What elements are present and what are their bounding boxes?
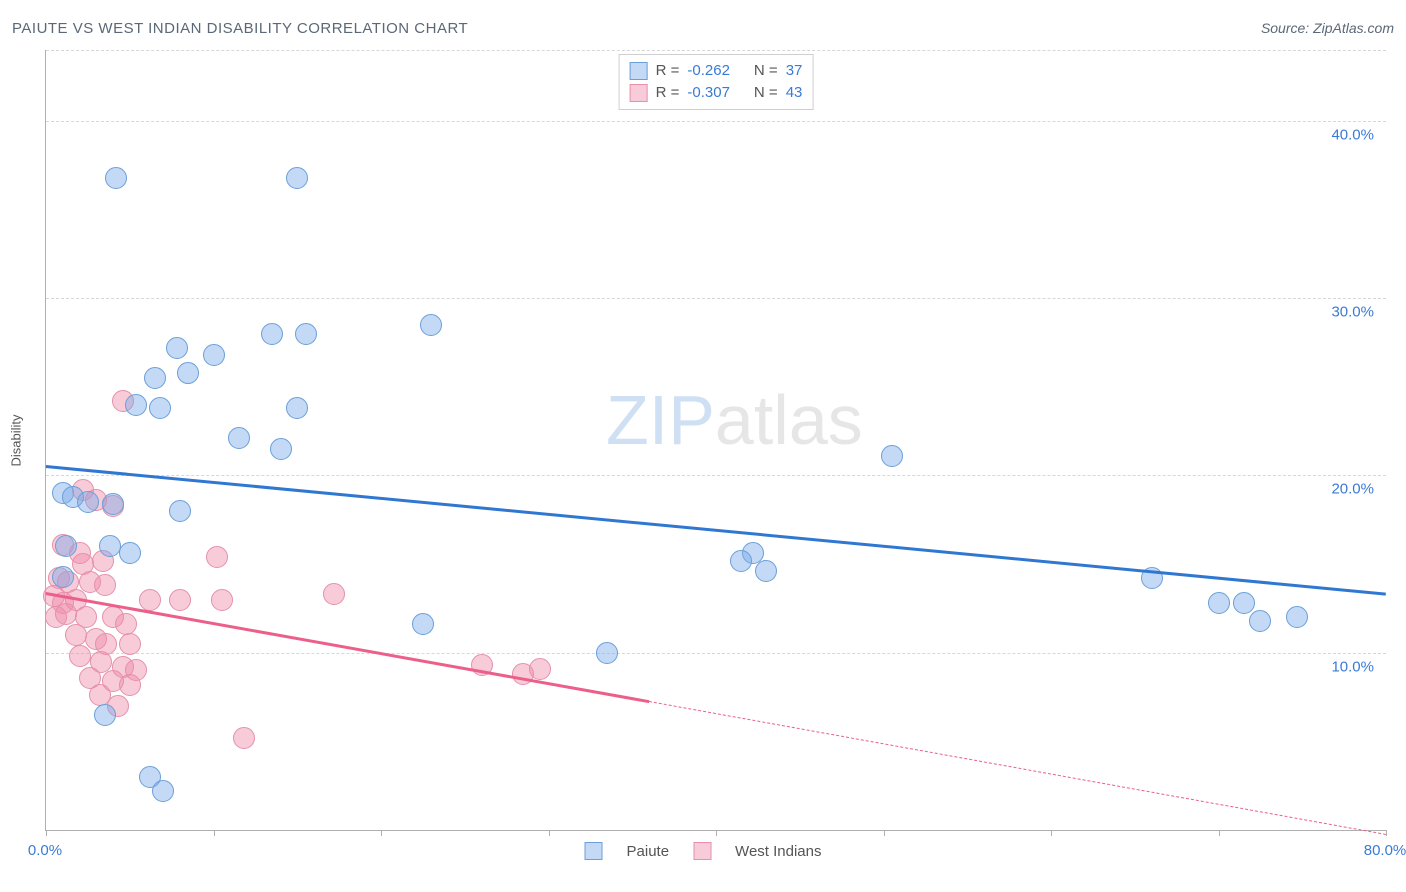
y-axis-label: Disability bbox=[9, 414, 24, 466]
scatter-point bbox=[55, 535, 77, 557]
chart-header: PAIUTE VS WEST INDIAN DISABILITY CORRELA… bbox=[12, 20, 1394, 37]
scatter-point bbox=[115, 613, 137, 635]
legend-n-label: N = bbox=[754, 60, 778, 82]
correlation-legend-row: R = -0.262 N = 37 bbox=[630, 60, 803, 82]
x-tick bbox=[1219, 830, 1220, 836]
scatter-point bbox=[125, 394, 147, 416]
legend-r-value: -0.307 bbox=[687, 82, 730, 104]
correlation-legend: R = -0.262 N = 37 R = -0.307 N = 43 bbox=[619, 54, 814, 110]
scatter-point bbox=[169, 589, 191, 611]
scatter-point bbox=[144, 367, 166, 389]
scatter-point bbox=[881, 445, 903, 467]
scatter-point bbox=[94, 574, 116, 596]
scatter-point bbox=[529, 658, 551, 680]
scatter-point bbox=[270, 438, 292, 460]
legend-series-label: Paiute bbox=[627, 843, 670, 860]
scatter-point bbox=[261, 323, 283, 345]
x-tick bbox=[549, 830, 550, 836]
scatter-point bbox=[119, 674, 141, 696]
scatter-point bbox=[286, 397, 308, 419]
scatter-point bbox=[228, 427, 250, 449]
scatter-point bbox=[1249, 610, 1271, 632]
scatter-point bbox=[412, 613, 434, 635]
y-tick-label: 30.0% bbox=[1331, 304, 1374, 321]
legend-swatch-icon bbox=[693, 842, 711, 860]
scatter-point bbox=[177, 362, 199, 384]
gridline bbox=[46, 298, 1386, 299]
scatter-point bbox=[169, 500, 191, 522]
x-tick bbox=[884, 830, 885, 836]
correlation-legend-row: R = -0.307 N = 43 bbox=[630, 82, 803, 104]
scatter-point bbox=[203, 344, 225, 366]
gridline bbox=[46, 121, 1386, 122]
legend-n-value: 37 bbox=[786, 60, 803, 82]
legend-r-value: -0.262 bbox=[687, 60, 730, 82]
legend-swatch-icon bbox=[630, 84, 648, 102]
y-tick-label: 40.0% bbox=[1331, 126, 1374, 143]
scatter-point bbox=[420, 314, 442, 336]
scatter-point bbox=[211, 589, 233, 611]
legend-n-value: 43 bbox=[786, 82, 803, 104]
legend-r-label: R = bbox=[656, 60, 680, 82]
x-tick bbox=[214, 830, 215, 836]
scatter-point bbox=[94, 704, 116, 726]
gridline bbox=[46, 50, 1386, 51]
scatter-point bbox=[77, 491, 99, 513]
scatter-point bbox=[55, 603, 77, 625]
y-tick-label: 20.0% bbox=[1331, 481, 1374, 498]
scatter-point bbox=[755, 560, 777, 582]
scatter-point bbox=[105, 167, 127, 189]
gridline bbox=[46, 653, 1386, 654]
watermark: ZIPatlas bbox=[606, 380, 863, 460]
legend-r-label: R = bbox=[656, 82, 680, 104]
scatter-point bbox=[119, 542, 141, 564]
scatter-point bbox=[102, 493, 124, 515]
scatter-point bbox=[323, 583, 345, 605]
scatter-point bbox=[1208, 592, 1230, 614]
scatter-point bbox=[295, 323, 317, 345]
scatter-point bbox=[139, 589, 161, 611]
trend-line bbox=[46, 465, 1386, 596]
chart-title: PAIUTE VS WEST INDIAN DISABILITY CORRELA… bbox=[12, 20, 468, 37]
gridline bbox=[46, 475, 1386, 476]
chart-source: Source: ZipAtlas.com bbox=[1261, 20, 1394, 36]
legend-series-label: West Indians bbox=[735, 843, 821, 860]
x-tick bbox=[716, 830, 717, 836]
plot-area: ZIPatlas R = -0.262 N = 37 R = -0.307 N … bbox=[45, 50, 1386, 831]
legend-swatch-icon bbox=[585, 842, 603, 860]
x-tick-label: 0.0% bbox=[28, 842, 62, 859]
scatter-point bbox=[119, 633, 141, 655]
scatter-point bbox=[596, 642, 618, 664]
y-tick-label: 10.0% bbox=[1331, 658, 1374, 675]
scatter-point bbox=[52, 566, 74, 588]
scatter-point bbox=[99, 535, 121, 557]
scatter-point bbox=[166, 337, 188, 359]
y-axis-label-wrap: Disability bbox=[6, 50, 26, 830]
x-tick bbox=[381, 830, 382, 836]
scatter-point bbox=[1233, 592, 1255, 614]
watermark-atlas: atlas bbox=[715, 381, 863, 459]
scatter-point bbox=[286, 167, 308, 189]
scatter-point bbox=[149, 397, 171, 419]
scatter-point bbox=[206, 546, 228, 568]
legend-swatch-icon bbox=[630, 62, 648, 80]
scatter-point bbox=[65, 624, 87, 646]
scatter-point bbox=[233, 727, 255, 749]
scatter-point bbox=[152, 780, 174, 802]
scatter-point bbox=[1286, 606, 1308, 628]
series-legend: Paiute West Indians bbox=[585, 842, 822, 860]
watermark-zip: ZIP bbox=[606, 381, 715, 459]
x-tick bbox=[46, 830, 47, 836]
x-tick bbox=[1051, 830, 1052, 836]
scatter-point bbox=[730, 550, 752, 572]
x-tick-label: 80.0% bbox=[1364, 842, 1406, 859]
legend-n-label: N = bbox=[754, 82, 778, 104]
trend-line bbox=[649, 701, 1386, 835]
scatter-point bbox=[69, 645, 91, 667]
